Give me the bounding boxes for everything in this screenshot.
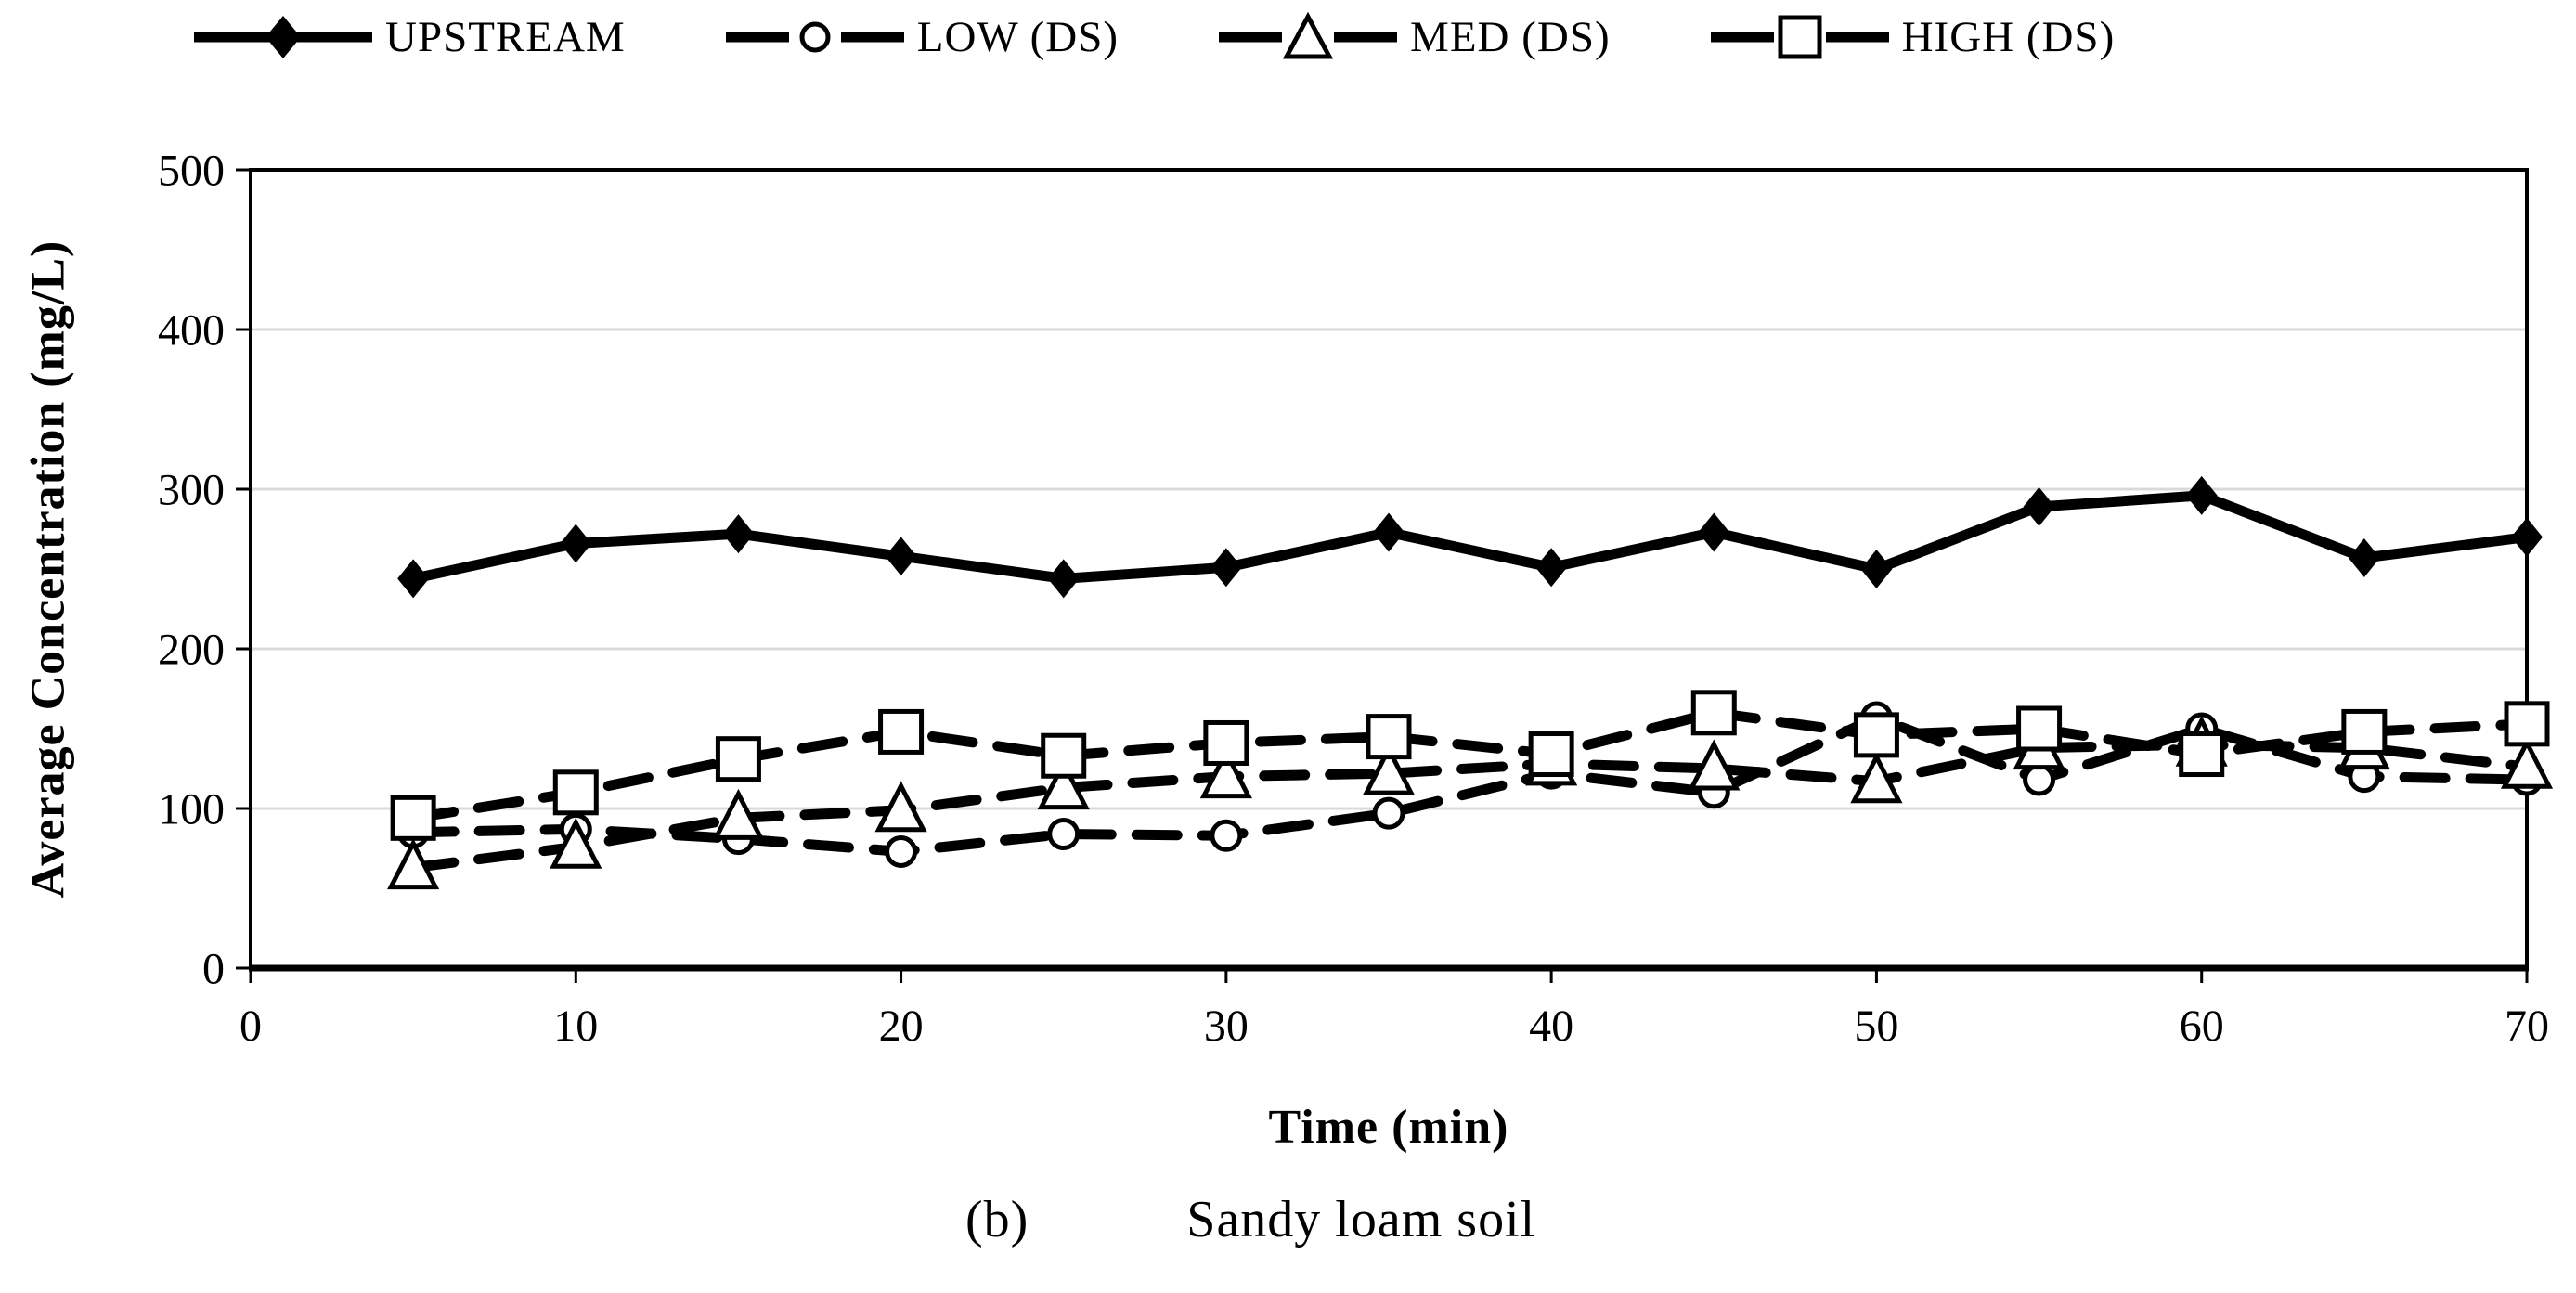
series-line-upstream <box>408 490 2532 584</box>
legend-label-upstream: UPSTREAM <box>385 13 626 61</box>
caption-text: Sandy loam soil <box>1186 1191 1536 1248</box>
marker-square-t40 <box>1528 731 1574 778</box>
marker-square-t30 <box>1203 719 1249 766</box>
marker-triangle-t45 <box>1688 739 1741 791</box>
marker-diamond-t35 <box>1373 512 1405 552</box>
marker-triangle-t35 <box>1362 743 1416 795</box>
marker-triangle-t5 <box>387 838 440 890</box>
marker-circle-t30 <box>1210 819 1243 852</box>
x-tick-label-20: 20 <box>879 1002 924 1051</box>
upstream-marker-icon <box>194 16 372 58</box>
x-tick-label-10: 10 <box>553 1002 598 1051</box>
legend-label-med: MED (DS) <box>1410 13 1611 61</box>
marker-triangle-t20 <box>874 781 927 833</box>
marker-diamond-t70 <box>2511 517 2543 557</box>
marker-diamond-t60 <box>2185 475 2218 515</box>
series-line-high-ds- <box>408 707 2532 823</box>
x-tick-label-60: 60 <box>2180 1002 2224 1051</box>
marker-diamond-t10 <box>560 524 592 563</box>
legend-item-low: LOW (DS) <box>722 9 1119 65</box>
marker-diamond-t55 <box>2023 486 2055 526</box>
marker-diamond-t50 <box>1860 550 1893 588</box>
marker-diamond-t25 <box>1047 559 1080 599</box>
med-marker-icon <box>1219 11 1398 59</box>
x-tick-label-0: 0 <box>239 1002 262 1051</box>
marker-diamond-t65 <box>2348 537 2380 577</box>
y-tick-label-400: 400 <box>158 305 225 355</box>
marker-diamond-t45 <box>1698 512 1730 552</box>
chart-legend: UPSTREAM LOW (DS) MED (DS) HI <box>190 9 2115 65</box>
marker-circle-t25 <box>1047 818 1081 851</box>
marker-square-t65 <box>2341 708 2388 755</box>
marker-diamond-t20 <box>885 537 917 576</box>
marker-diamond-t5 <box>397 559 430 599</box>
marker-circle-t20 <box>885 834 918 868</box>
legend-item-upstream: UPSTREAM <box>190 9 626 65</box>
marker-circle-t35 <box>1372 796 1405 830</box>
marker-square-t35 <box>1366 714 1412 760</box>
x-tick-label-40: 40 <box>1529 1002 1573 1051</box>
y-tick-label-500: 500 <box>158 146 225 195</box>
marker-square-t5 <box>390 795 436 841</box>
marker-triangle-t30 <box>1199 747 1252 799</box>
marker-diamond-t30 <box>1210 548 1242 588</box>
low-marker-icon <box>725 21 904 53</box>
marker-triangle-t25 <box>1037 758 1090 810</box>
legend-label-low: LOW (DS) <box>916 13 1120 61</box>
marker-triangle-t10 <box>550 817 602 869</box>
y-axis-title: Average Concentration (mg/L) <box>21 239 75 899</box>
marker-square-t10 <box>552 769 599 816</box>
series-line-low-ds- <box>408 711 2532 857</box>
legend-label-high: HIGH (DS) <box>1901 13 2116 61</box>
marker-square-t45 <box>1690 690 1737 736</box>
x-tick-label-50: 50 <box>1854 1002 1898 1051</box>
marker-square-t60 <box>2179 731 2225 778</box>
legend-item-high: HIGH (DS) <box>1707 9 2116 65</box>
marker-square-t15 <box>715 736 761 782</box>
plot-border <box>249 168 2529 970</box>
figure-caption: (b) Sandy loam soil <box>965 1190 1535 1249</box>
marker-square-t25 <box>1041 732 1087 779</box>
y-tick-label-100: 100 <box>158 784 225 834</box>
marker-circle-t55 <box>2023 763 2056 796</box>
x-tick-label-30: 30 <box>1204 1002 1249 1051</box>
caption-label: (b) <box>965 1191 1029 1248</box>
y-tick-label-0: 0 <box>202 944 225 993</box>
x-tick-label-70: 70 <box>2505 1002 2549 1051</box>
y-tick-label-300: 300 <box>158 465 225 514</box>
marker-triangle-t70 <box>2500 737 2554 789</box>
marker-triangle-t50 <box>1850 752 1903 804</box>
high-marker-icon <box>1710 15 1889 59</box>
y-tick-label-200: 200 <box>158 625 225 674</box>
marker-square-t50 <box>1853 712 1899 758</box>
marker-diamond-t15 <box>722 514 755 554</box>
marker-square-t70 <box>2504 701 2550 747</box>
marker-triangle-t15 <box>712 788 765 840</box>
x-axis-title: Time (min) <box>1268 1101 1509 1154</box>
marker-diamond-t40 <box>1535 548 1568 588</box>
series-line-med-ds- <box>408 739 2532 873</box>
marker-square-t20 <box>878 708 925 755</box>
marker-square-t55 <box>2016 705 2063 752</box>
legend-item-med: MED (DS) <box>1215 9 1611 65</box>
